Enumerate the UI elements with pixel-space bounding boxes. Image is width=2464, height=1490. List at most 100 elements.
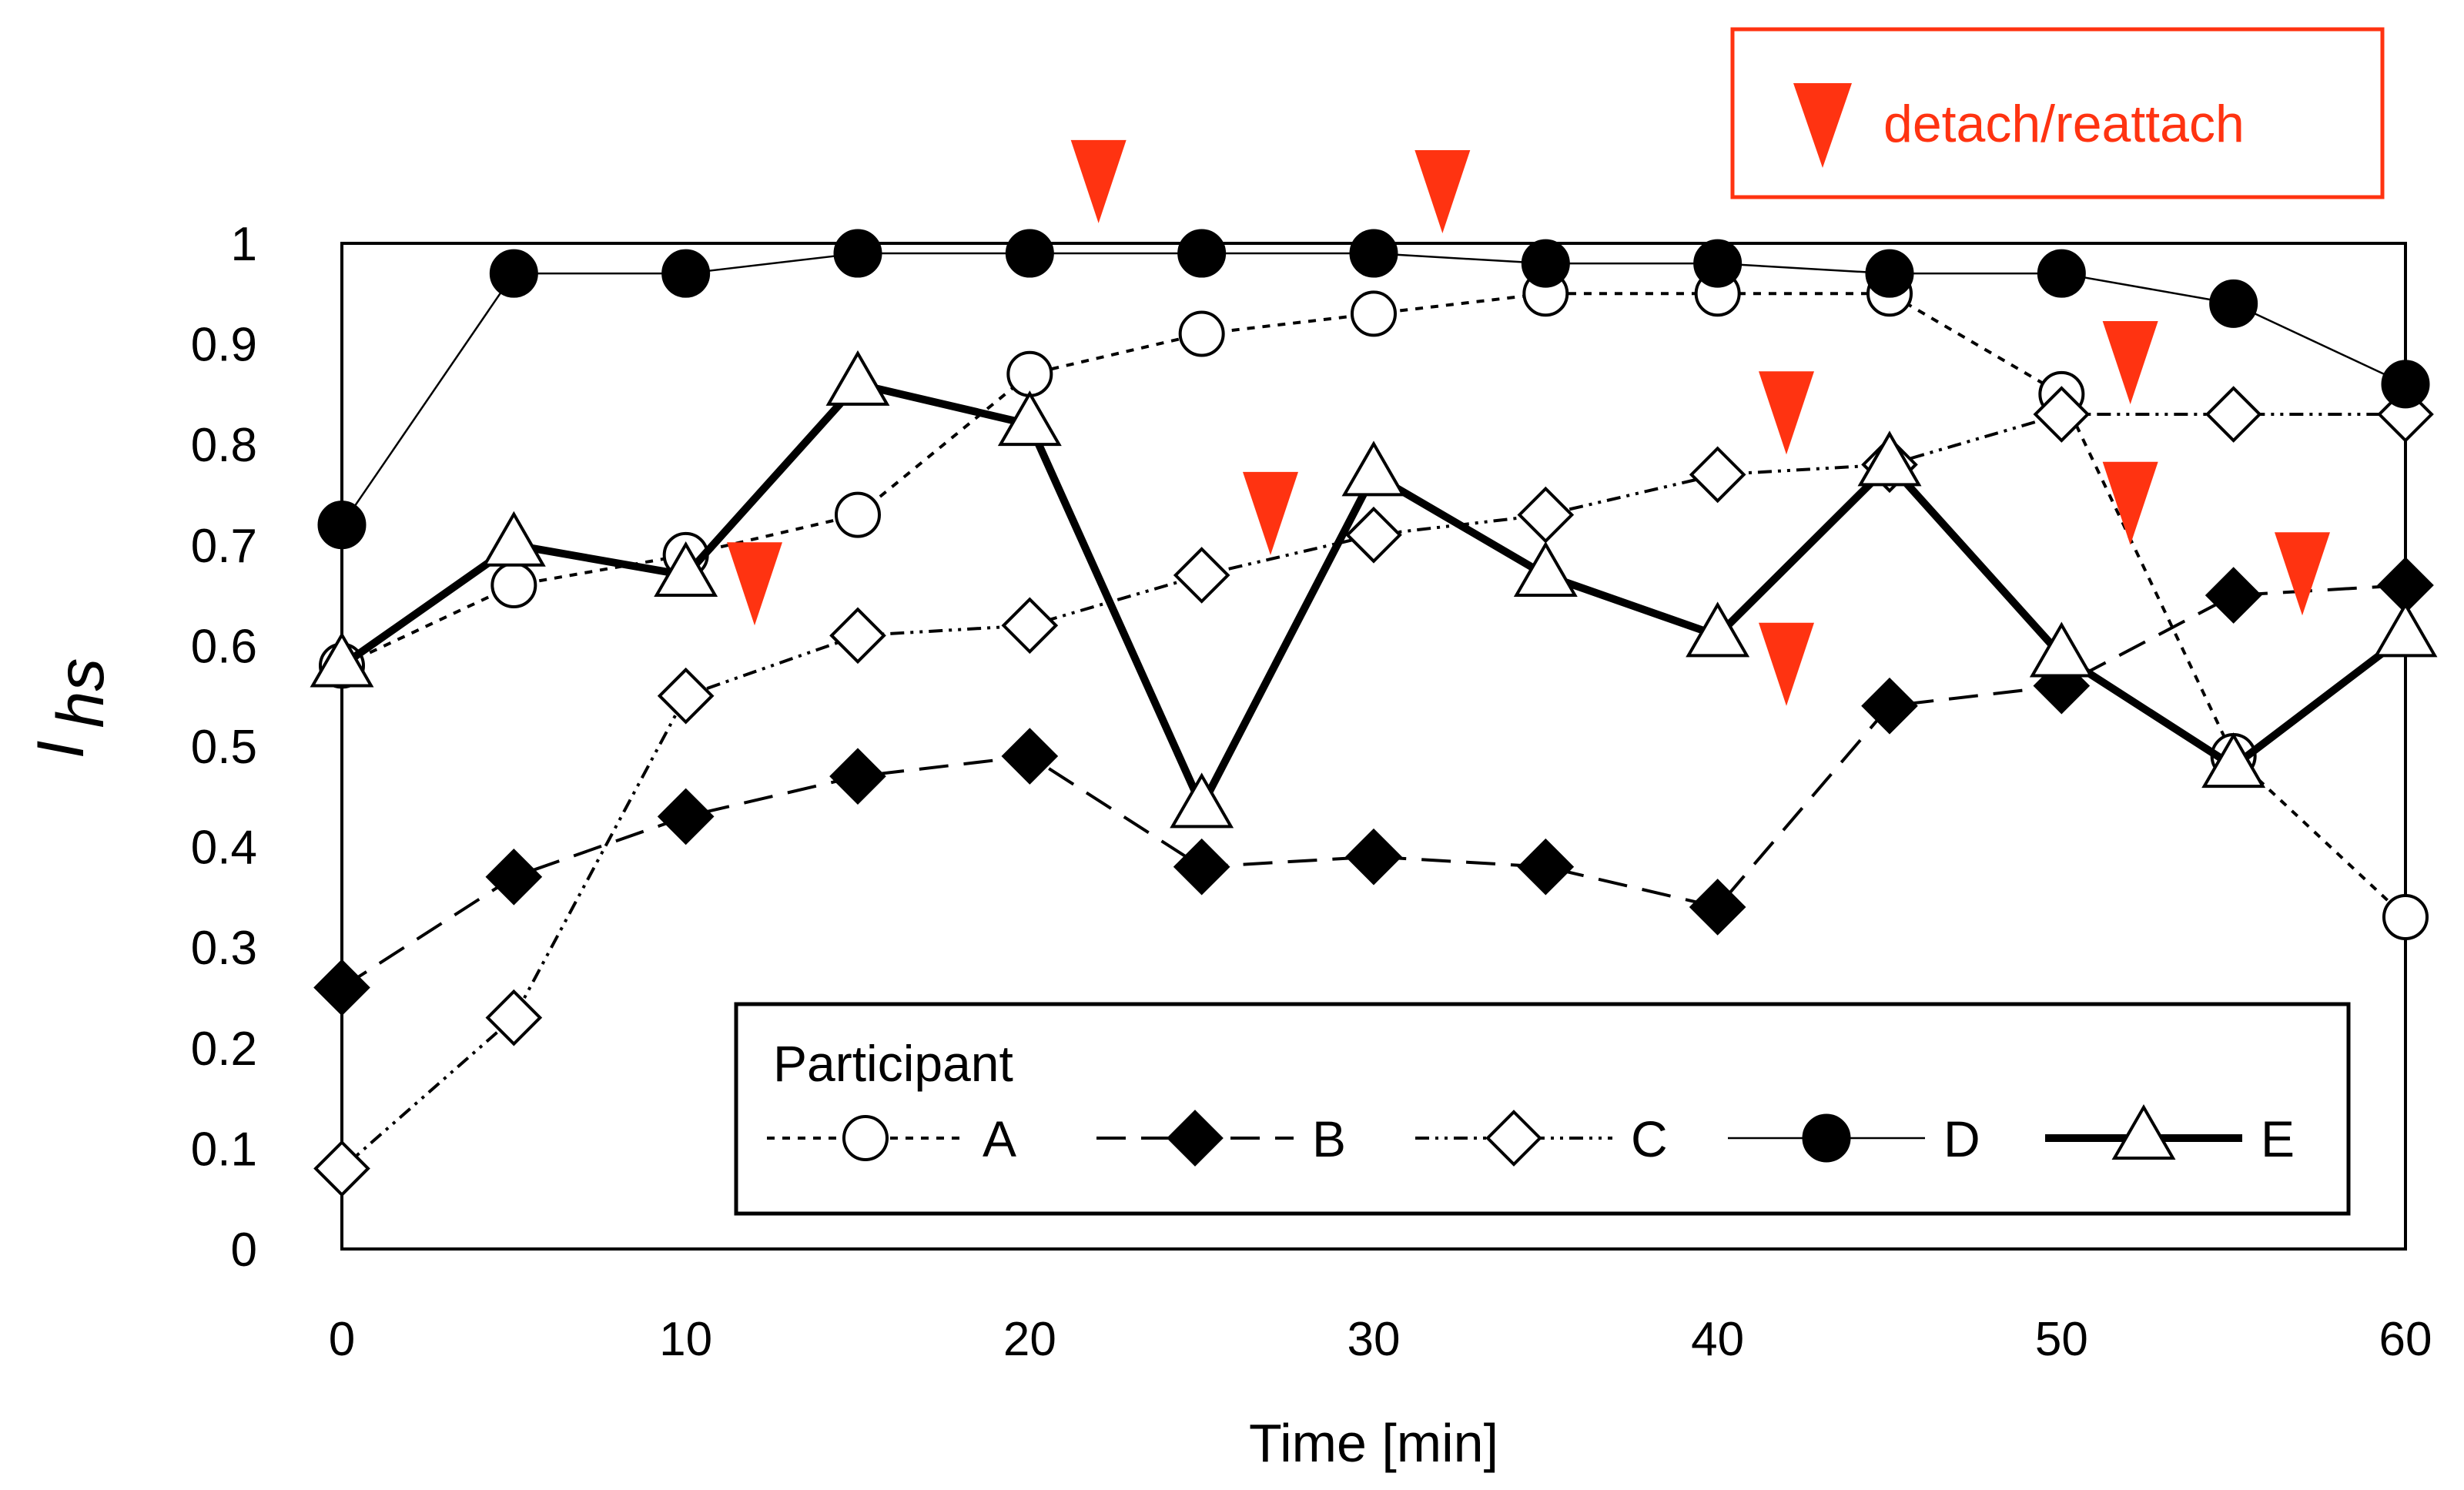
series-A-point-12 bbox=[2382, 894, 2429, 941]
series-C-point-5 bbox=[1173, 547, 1230, 604]
series-B-point-8 bbox=[1689, 879, 1746, 936]
detach-reattach-marker-8 bbox=[2275, 532, 2330, 616]
legend-title: Participant bbox=[773, 1035, 1013, 1092]
series-D-point-3 bbox=[833, 229, 882, 278]
series-A-point-6 bbox=[1351, 290, 1397, 337]
y-tick-label-8: 0.8 bbox=[191, 419, 257, 472]
detach-reattach-marker-4 bbox=[1759, 371, 1814, 455]
series-E-point-5 bbox=[1170, 772, 1234, 829]
y-tick-label-1: 0.1 bbox=[191, 1123, 257, 1176]
legend-entry-D: D bbox=[1728, 1110, 1980, 1167]
legend-marker-C bbox=[1485, 1110, 1542, 1167]
series-D-point-6 bbox=[1349, 229, 1398, 278]
y-tick-label-4: 0.4 bbox=[191, 822, 257, 875]
y-axis-title-main: I bbox=[24, 740, 98, 758]
series-B-point-6 bbox=[1345, 828, 1402, 886]
x-tick-label-4: 40 bbox=[1691, 1313, 1744, 1366]
series-layer bbox=[310, 229, 2438, 1197]
legend-label-D: D bbox=[1943, 1110, 1980, 1167]
series-E-point-2 bbox=[654, 541, 718, 597]
legend-entry-E: E bbox=[2045, 1103, 2295, 1167]
series-B-point-1 bbox=[485, 848, 543, 906]
y-tick-label-6: 0.6 bbox=[191, 620, 257, 673]
x-axis-ticks: 0 10 20 30 40 50 60 bbox=[329, 1313, 2432, 1366]
series-E-point-8 bbox=[1686, 601, 1750, 658]
legend-marker-E bbox=[2111, 1103, 2176, 1160]
series-D-point-1 bbox=[489, 249, 538, 298]
series-B-point-11 bbox=[2205, 567, 2262, 624]
series-E-point-1 bbox=[481, 511, 546, 567]
series-A-point-5 bbox=[1178, 310, 1225, 357]
series-C-point-0 bbox=[313, 1140, 370, 1197]
series-A-point-4 bbox=[1006, 350, 1053, 397]
series-B-point-0 bbox=[313, 959, 370, 1016]
series-C-point-11 bbox=[2205, 386, 2262, 443]
y-tick-label-10: 1 bbox=[231, 218, 257, 271]
series-E-point-6 bbox=[1341, 440, 1406, 497]
annotation-legend-triangle-icon bbox=[1793, 83, 1852, 168]
series-C-point-3 bbox=[829, 607, 886, 665]
detach-reattach-marker-0 bbox=[1070, 139, 1127, 223]
series-D-point-4 bbox=[1005, 229, 1054, 278]
y-tick-label-9: 0.9 bbox=[191, 319, 257, 372]
detach-reattach-marker-6 bbox=[2102, 320, 2158, 404]
x-tick-label-6: 60 bbox=[2379, 1313, 2432, 1366]
detach-reattach-marker-2 bbox=[727, 542, 782, 626]
series-E-point-12 bbox=[2373, 601, 2438, 658]
series-D-point-5 bbox=[1177, 229, 1227, 278]
x-tick-label-1: 10 bbox=[659, 1313, 712, 1366]
series-D-point-0 bbox=[317, 501, 367, 550]
x-tick-label-3: 30 bbox=[1348, 1313, 1401, 1366]
legend-entry-B: B bbox=[1096, 1110, 1346, 1167]
series-B bbox=[313, 557, 2434, 1016]
series-A-point-1 bbox=[490, 562, 537, 609]
legend-marker-A bbox=[842, 1115, 889, 1161]
y-axis-title: Ihs bbox=[24, 658, 118, 759]
legend-label-C: C bbox=[1631, 1110, 1668, 1167]
x-tick-label-5: 50 bbox=[2035, 1313, 2088, 1366]
annotation-layer bbox=[727, 139, 2330, 706]
series-E-point-3 bbox=[825, 350, 890, 406]
detach-reattach-marker-5 bbox=[1759, 622, 1814, 706]
series-E-point-7 bbox=[1513, 541, 1578, 597]
x-tick-label-0: 0 bbox=[329, 1313, 355, 1366]
x-axis-title: Time [min] bbox=[1249, 1413, 1498, 1473]
series-C-point-6 bbox=[1345, 506, 1402, 564]
legend: Participant A B C D E bbox=[734, 1002, 2351, 1216]
legend-marker-B bbox=[1167, 1110, 1224, 1167]
legend-entry-A: A bbox=[767, 1110, 1016, 1167]
y-axis-title-sub: hs bbox=[44, 658, 118, 728]
series-D-point-11 bbox=[2209, 279, 2258, 328]
series-B-point-4 bbox=[1001, 728, 1059, 785]
legend-label-A: A bbox=[983, 1110, 1016, 1167]
y-axis-ticks: 0 0.1 0.2 0.3 0.4 0.5 0.6 0.7 0.8 0.9 1 bbox=[191, 218, 257, 1277]
series-C-point-1 bbox=[485, 989, 543, 1046]
detach-reattach-marker-3 bbox=[1243, 471, 1298, 555]
y-tick-label-7: 0.7 bbox=[191, 520, 257, 573]
series-D bbox=[317, 229, 2430, 550]
series-D-point-8 bbox=[1693, 239, 1743, 288]
series-B-point-7 bbox=[1517, 838, 1575, 896]
series-B-point-3 bbox=[829, 748, 886, 805]
y-tick-label-0: 0 bbox=[231, 1224, 257, 1277]
series-D-point-2 bbox=[661, 249, 711, 298]
legend-box bbox=[734, 1002, 2351, 1216]
series-D-point-7 bbox=[1521, 239, 1570, 288]
legend-entries: A B C D E bbox=[767, 1103, 2295, 1167]
series-C-point-4 bbox=[1001, 597, 1059, 655]
series-C-point-8 bbox=[1689, 446, 1746, 504]
detach-reattach-marker-7 bbox=[2102, 461, 2158, 545]
x-tick-label-2: 20 bbox=[1003, 1313, 1056, 1366]
legend-marker-D bbox=[1802, 1113, 1851, 1163]
legend-label-B: B bbox=[1312, 1110, 1346, 1167]
series-E bbox=[310, 350, 2438, 829]
annotation-legend-label: detach/reattach bbox=[1883, 95, 2245, 153]
series-E-point-0 bbox=[310, 631, 374, 688]
y-tick-label-5: 0.5 bbox=[191, 721, 257, 774]
y-tick-label-2: 0.2 bbox=[191, 1023, 257, 1076]
series-B-point-9 bbox=[1861, 677, 1918, 735]
series-B-point-5 bbox=[1173, 838, 1230, 896]
y-tick-label-3: 0.3 bbox=[191, 922, 257, 975]
series-C-point-10 bbox=[2033, 386, 2091, 443]
